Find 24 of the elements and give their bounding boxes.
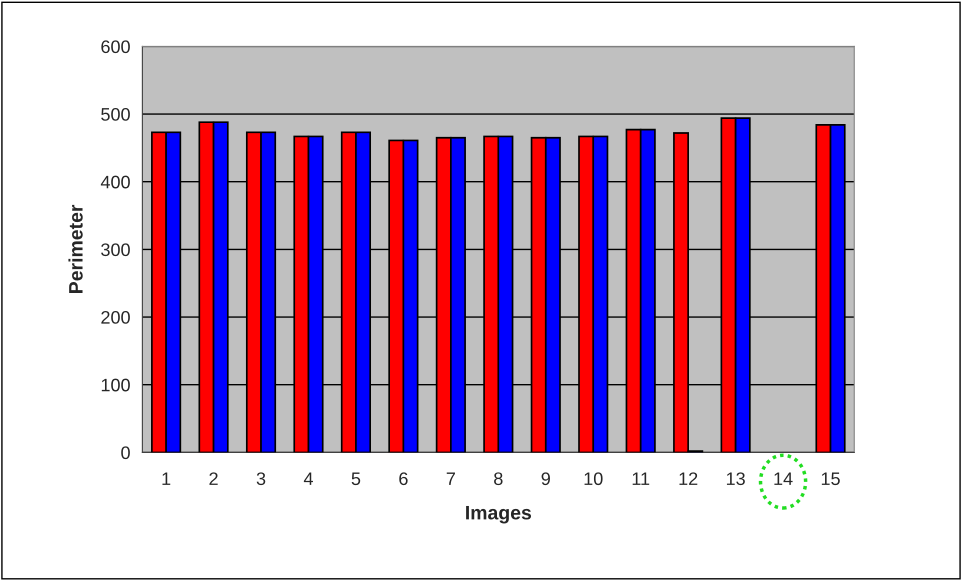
y-tick-label: 200 bbox=[101, 311, 130, 324]
x-tick-label: 8 bbox=[494, 472, 503, 486]
x-tick-label: 13 bbox=[726, 472, 745, 486]
x-tick-label: 14 bbox=[774, 472, 793, 485]
y-tick-label: 0 bbox=[121, 446, 130, 460]
x-tick-label: 1 bbox=[162, 472, 170, 485]
x-tick-label: 6 bbox=[399, 472, 408, 486]
x-tick-label: 9 bbox=[542, 472, 550, 486]
y-tick-label: 100 bbox=[102, 378, 130, 392]
x-tick-label: 5 bbox=[352, 472, 360, 486]
x-tick-label: 4 bbox=[304, 472, 313, 485]
x-axis-title: Images bbox=[466, 506, 532, 524]
x-tick-label: 12 bbox=[679, 472, 698, 485]
x-tick-label: 2 bbox=[209, 472, 218, 485]
y-axis-title: Perimeter bbox=[68, 204, 83, 293]
x-tick-label: 15 bbox=[822, 472, 840, 486]
x-tick-label: 10 bbox=[584, 472, 603, 486]
x-tick-label: 3 bbox=[256, 472, 266, 486]
y-tick-label: 300 bbox=[101, 243, 130, 256]
y-tick-label: 600 bbox=[101, 40, 130, 54]
y-tick-label: 400 bbox=[100, 176, 130, 188]
y-tick-label: 500 bbox=[101, 108, 130, 121]
x-tick-label: 11 bbox=[632, 472, 650, 485]
x-tick-label: 7 bbox=[446, 472, 455, 485]
